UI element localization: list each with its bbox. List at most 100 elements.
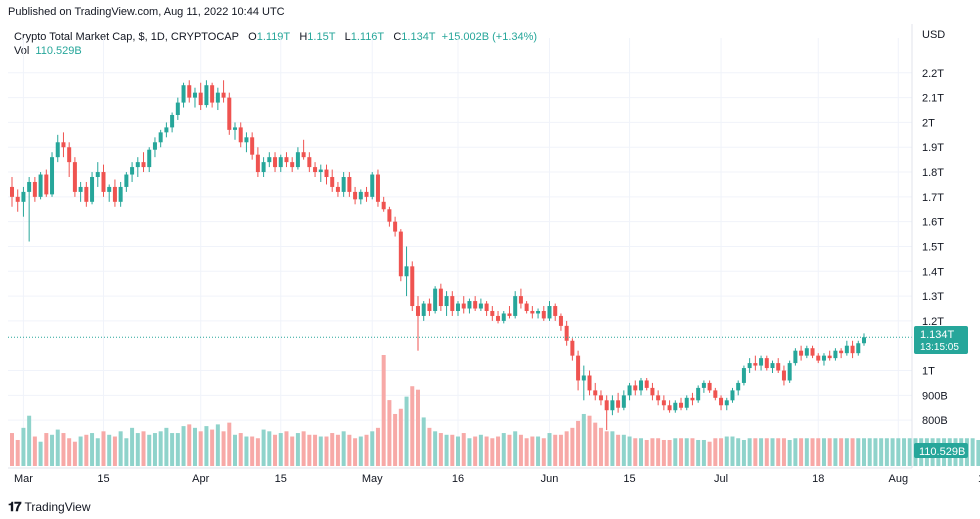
volume-bar [233,434,238,466]
volume-bar [290,436,295,466]
tradingview-logo[interactable]: 𝟏𝟕 TradingView [8,499,91,515]
candle-body [787,363,792,381]
candle-body [581,375,586,381]
volume-bar [335,434,340,466]
price-candles [9,80,867,431]
candle-body [192,92,197,98]
candle [467,298,472,314]
candle-body [27,181,32,192]
candle-body [753,363,758,366]
candle [32,177,37,202]
candle-body [444,296,449,307]
legend-symbol[interactable]: Crypto Total Market Cap, $, 1D, CRYPTOCA… [14,31,239,43]
volume-bar [307,434,312,466]
candle [250,132,255,160]
volume-bar [84,434,89,466]
volume-bar [696,439,701,466]
candle-body [730,390,735,401]
volume-bar [456,436,461,466]
volume-bar [724,436,729,466]
volume-bar [741,439,746,466]
candle-body [278,157,283,168]
candle-body [558,315,563,326]
candle-body [44,174,49,195]
volume-bar [799,438,804,466]
volume-bar [238,433,243,466]
volume-bar [124,438,129,466]
candle-body [9,186,15,197]
candle [273,152,278,173]
volume-bar [530,436,535,466]
y-tick-label: 800B [922,415,948,427]
volume-bar [295,433,300,466]
volume-bar [524,438,529,466]
candle [318,164,323,182]
volume-bar [884,438,889,466]
volume-bar [604,431,609,466]
volume-bar [867,438,872,466]
volume-bar [221,431,226,466]
candle-body [638,380,643,391]
legend-h-label: H [299,31,308,43]
volume-bar [707,441,712,466]
candle-body [398,231,403,277]
candle [741,365,746,386]
y-tick-label: 1.8T [922,167,944,179]
legend-vol-label[interactable]: Vol [14,45,30,57]
candle [187,80,192,103]
candle [44,169,49,197]
candle-body [147,149,152,168]
candle [799,345,804,361]
volume-bar [861,438,867,466]
volume-bar [770,438,775,466]
volume-bar [690,438,695,466]
volume-bar [810,438,815,466]
candle-body [124,174,129,187]
volume-bar [490,438,495,466]
candle [490,306,495,321]
candle [656,390,661,406]
candle-body [610,400,615,411]
price-axis[interactable]: 2.2T 2.1T 2T 1.9T 1.8T 1.7T 1.6T 1.5T 1.4T 1.3T 1.… [911,24,948,468]
candle-body [415,306,420,316]
candle [170,112,175,133]
candle [593,382,598,401]
volume-bar [313,434,318,466]
volume-bar [393,413,398,466]
candle-body [421,303,426,316]
volume-bar [444,434,449,466]
candle-body [364,191,369,197]
candle-body [627,385,632,396]
candle [558,313,563,331]
volume-bar [170,433,175,466]
volume-bar [473,436,478,466]
volume-bar [415,389,420,466]
candle-body [141,162,146,168]
volume-bar [764,438,769,466]
volume-bar [130,427,135,466]
candle-body [490,310,495,316]
x-tick-label: Mar [14,473,33,485]
candle [50,152,55,197]
candle-body [764,358,769,369]
candle [84,181,89,207]
candle [38,172,43,200]
volume-bar [633,438,638,466]
candle-body [250,137,255,155]
volume-bar [147,434,152,466]
candle-body [273,157,278,168]
x-tick-label: 16 [452,473,464,485]
candle [507,306,512,319]
candle [210,82,215,108]
candle [690,392,695,406]
volume-bar [192,427,197,466]
candle [764,355,769,371]
time-axis[interactable]: Mar 15 Apr 15 May 16 Jun 15 Jul 18 Aug 15 [8,467,980,485]
candle-body [227,97,232,130]
candle-body [267,157,272,163]
candle [244,132,249,153]
candle-body [770,363,775,369]
candle [513,291,518,319]
candle [770,360,775,374]
